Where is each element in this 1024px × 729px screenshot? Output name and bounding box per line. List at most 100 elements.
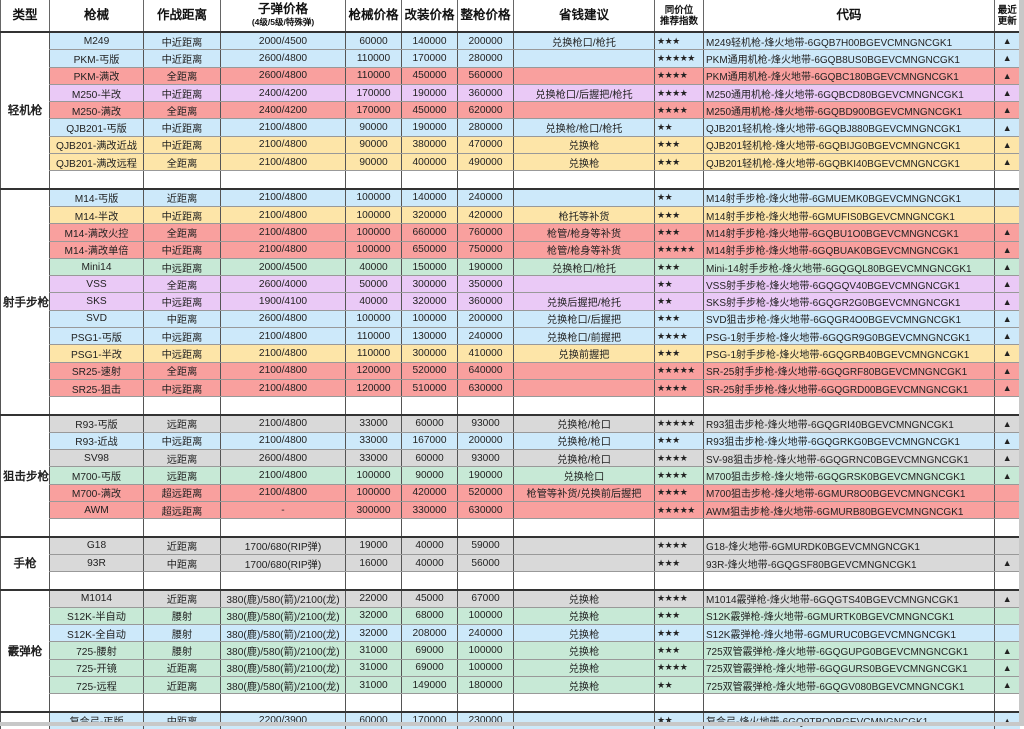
gun-code[interactable]: R93狙击步枪-烽火地带-6GQGRI40BGEVCMNGNCGK1 <box>703 414 995 433</box>
empty-cell <box>457 693 514 713</box>
gun-code[interactable]: M250通用机枪-烽火地带-6GQBCD80BGEVCMNGNCGK1 <box>703 84 995 103</box>
updated-icon <box>994 501 1020 520</box>
ammo-price: - <box>220 501 346 520</box>
header-range[interactable]: 作战距离 <box>143 0 221 33</box>
header-stars[interactable]: 同价位 推荐指数 <box>654 0 704 33</box>
gun-code[interactable]: PKM通用机枪-烽火地带-6GQBC180BGEVCMNGNCGK1 <box>703 67 995 85</box>
stars-rating: ★★★ <box>654 624 704 643</box>
table-row: M14-半改 中近距离 2100/4800 100000 320000 420000 枪托等… <box>1 206 1020 225</box>
gun-price: 31000 <box>345 641 402 660</box>
gun-code[interactable]: 725双管霰弹枪-烽火地带-6GQGV080BGEVCMNGNCGK1 <box>703 676 995 695</box>
stars-rating: ★★★★★ <box>654 362 704 380</box>
updated-icon <box>994 607 1020 626</box>
gun-code[interactable]: SKS射手步枪-烽火地带-6GQGR2G0BGEVCMNGNCGK1 <box>703 292 995 311</box>
gun-price: 60000 <box>345 32 402 51</box>
range: 中距离 <box>143 554 221 573</box>
ammo-price: 2000/4500 <box>220 258 346 277</box>
gun-code[interactable]: AWM狙击步枪-烽火地带-6GMURB80BGEVCMNGNCGK1 <box>703 501 995 520</box>
gun-code[interactable]: M14射手步枪-烽火地带-6GMUEMK0BGEVCMNGNCGK1 <box>703 188 995 207</box>
gun-code[interactable]: 93R-烽火地带-6GQGSF80BGEVCMNGNCGK1 <box>703 554 995 573</box>
header-gun[interactable]: 枪械 <box>49 0 144 33</box>
updated-icon: ▲ <box>994 711 1020 729</box>
vertical-scrollbar[interactable] <box>1019 0 1024 726</box>
stars-rating: ★★ <box>654 118 704 137</box>
header-total-price[interactable]: 整枪价格 <box>457 0 514 33</box>
header-updated[interactable]: 最近 更新 <box>994 0 1020 33</box>
ammo-price: 2100/4800 <box>220 118 346 137</box>
empty-cell <box>654 518 704 538</box>
header-gun-price[interactable]: 枪械价格 <box>345 0 402 33</box>
gun-code[interactable]: M14射手步枪-烽火地带-6GQBUAK0BGEVCMNGNCGK1 <box>703 241 995 259</box>
tip: 枪管等补货/兑换前后握把 <box>513 484 655 503</box>
gun-price: 33000 <box>345 432 402 451</box>
empty-cell <box>654 693 704 713</box>
empty-cell <box>345 571 402 591</box>
gun-price: 90000 <box>345 136 402 155</box>
gun-code[interactable]: 725双管霰弹枪-烽火地带-6GQGURS0BGEVCMNGNCGK1 <box>703 659 995 677</box>
range: 全距离 <box>143 153 221 172</box>
blank-row <box>1 396 1020 416</box>
gun-name: M249 <box>49 32 144 51</box>
gun-code[interactable]: PSG-1射手步枪-烽火地带-6GQGR9G0BGEVCMNGNCGK1 <box>703 327 995 346</box>
gun-code[interactable]: QJB201轻机枪-烽火地带-6GQBKI40BGEVCMNGNCGK1 <box>703 153 995 172</box>
gun-code[interactable]: VSS射手步枪-烽火地带-6GQGQV40BGEVCMNGNCGK1 <box>703 275 995 294</box>
total-price: 640000 <box>457 362 514 380</box>
gun-code[interactable]: PSG-1射手步枪-烽火地带-6GQGRB40BGEVCMNGNCGK1 <box>703 344 995 363</box>
gun-code[interactable]: QJB201轻机枪-烽火地带-6GQBIJG0BGEVCMNGNCGK1 <box>703 136 995 155</box>
table-row: QJB201-丐版 中近距离 2100/4800 90000 190000 280000 兑… <box>1 118 1020 137</box>
group-type: 狙击步枪 <box>0 414 50 538</box>
mod-price: 300000 <box>401 275 458 294</box>
gun-code[interactable]: PKM通用机枪-烽火地带-6GQB8US0BGEVCMNGNCGK1 <box>703 49 995 68</box>
gun-name: M14-满改单倍 <box>49 241 144 259</box>
gun-price: 16000 <box>345 554 402 573</box>
gun-code[interactable]: QJB201轻机枪-烽火地带-6GQBJ880BGEVCMNGNCGK1 <box>703 118 995 137</box>
gun-code[interactable]: Mini-14射手步枪-烽火地带-6GQGQL80BGEVCMNGNCGK1 <box>703 258 995 277</box>
ammo-price: 2100/4800 <box>220 206 346 225</box>
table-row: 725-开镜 近距离 380(鹿)/580(箭)/2100(龙) 31000 69000… <box>1 659 1020 677</box>
tip: 兑换枪/枪口 <box>513 414 655 433</box>
header-mod-price[interactable]: 改装价格 <box>401 0 458 33</box>
gun-name: G18 <box>49 536 144 555</box>
gun-code[interactable]: S12K霰弹枪-烽火地带-6GMURUC0BGEVCMNGNCGK1 <box>703 624 995 643</box>
gun-price: 33000 <box>345 414 402 433</box>
gun-code[interactable]: SV-98狙击步枪-烽火地带-6GQGRNC0BGEVCMNGNCGK1 <box>703 449 995 468</box>
gun-code[interactable]: SR-25射手步枪-烽火地带-6GQGRD00BGEVCMNGNCGK1 <box>703 379 995 398</box>
stars-rating: ★★★ <box>654 432 704 451</box>
updated-icon: ▲ <box>994 466 1020 485</box>
gun-code[interactable]: M700狙击步枪-烽火地带-6GQGRSK0BGEVCMNGNCGK1 <box>703 466 995 485</box>
gun-code[interactable]: M14射手步枪-烽火地带-6GMUFIS0BGEVCMNGNCGK1 <box>703 206 995 225</box>
header-code[interactable]: 代码 <box>703 0 995 33</box>
empty-cell <box>49 571 144 591</box>
stars-rating: ★★★★ <box>654 536 704 555</box>
total-price: 100000 <box>457 641 514 660</box>
gun-code[interactable]: M700狙击步枪-烽火地带-6GMUR8O0BGEVCMNGNCGK1 <box>703 484 995 503</box>
table-row: M700-丐版 远距离 2100/4800 100000 90000 190000 兑换枪口… <box>1 466 1020 485</box>
header-type[interactable]: 类型 <box>0 0 50 33</box>
table-row: PKM-满改 全距离 2600/4800 110000 450000 560000 ★★★★… <box>1 67 1020 85</box>
table-row: 93R 中距离 1700/680(RIP弹) 16000 40000 56000 ★★★ 93… <box>1 554 1020 573</box>
tip: 兑换枪口 <box>513 466 655 485</box>
header-ammo[interactable]: 子弹价格 (4级/5级/特殊弹) <box>220 0 346 33</box>
gun-code[interactable]: R93狙击步枪-烽火地带-6GQGRKG0BGEVCMNGNCGK1 <box>703 432 995 451</box>
updated-icon: ▲ <box>994 344 1020 363</box>
blank-row <box>1 693 1020 713</box>
gun-code[interactable]: 725双管霰弹枪-烽火地带-6GQGUPG0BGEVCMNGNCGK1 <box>703 641 995 660</box>
gun-code[interactable]: M249轻机枪-烽火地带-6GQB7H00BGEVCMNGNCGK1 <box>703 32 995 51</box>
stars-rating: ★★ <box>654 188 704 207</box>
ammo-price: 380(鹿)/580(箭)/2100(龙) <box>220 641 346 660</box>
empty-cell <box>143 571 221 591</box>
header-tip[interactable]: 省钱建议 <box>513 0 655 33</box>
gun-code[interactable]: M14射手步枪-烽火地带-6GQBU1O0BGEVCMNGNCGK1 <box>703 223 995 242</box>
gun-code[interactable]: S12K霰弹枪-烽火地带-6GMURTK0BGEVCMNGNCGK1 <box>703 607 995 626</box>
horizontal-scrollbar[interactable] <box>0 722 1019 726</box>
gun-code[interactable]: M250通用机枪-烽火地带-6GQBD900BGEVCMNGNCGK1 <box>703 101 995 120</box>
gun-code[interactable]: G18-烽火地带-6GMURDK0BGEVCMNGNCGK1 <box>703 536 995 555</box>
gun-code[interactable]: SVD狙击步枪-烽火地带-6GQGR4O0BGEVCMNGNCGK1 <box>703 310 995 329</box>
ammo-price: 2400/4200 <box>220 101 346 120</box>
gun-code[interactable]: M1014霰弹枪-烽火地带-6GQGTS40BGEVCMNGNCGK1 <box>703 589 995 608</box>
range: 中距离 <box>143 310 221 329</box>
gun-code[interactable]: 复合弓-烽火地带-6GQ9TBO0BGEVCMNGNCGK1 <box>703 711 995 729</box>
stars-rating: ★★★★ <box>654 449 704 468</box>
gun-code[interactable]: SR-25射手步枪-烽火地带-6GQGRF80BGEVCMNGNCGK1 <box>703 362 995 380</box>
empty-cell <box>994 571 1020 591</box>
